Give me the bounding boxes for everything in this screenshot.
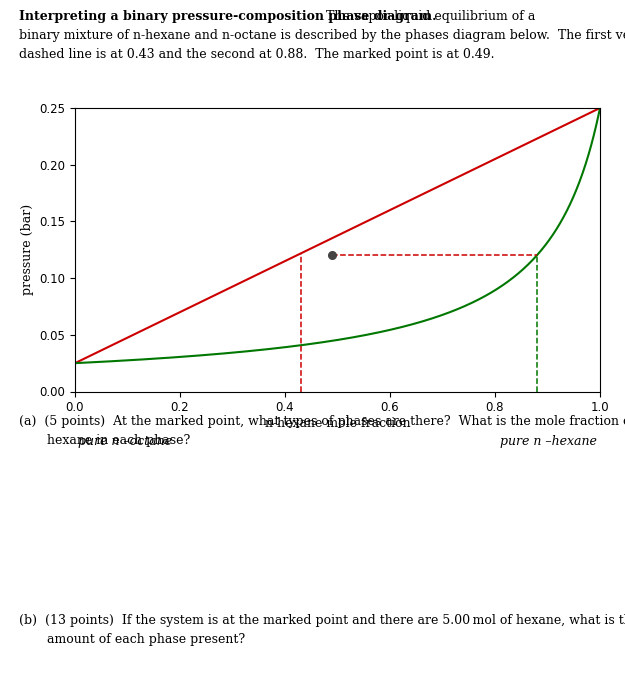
Text: dashed line is at 0.43 and the second at 0.88.  The marked point is at 0.49.: dashed line is at 0.43 and the second at…	[19, 48, 494, 61]
Text: binary mixture of n-hexane and n-octane is described by the phases diagram below: binary mixture of n-hexane and n-octane …	[19, 29, 625, 42]
Text: hexane in each phase?: hexane in each phase?	[47, 434, 190, 447]
Text: amount of each phase present?: amount of each phase present?	[47, 633, 245, 646]
Y-axis label: pressure (bar): pressure (bar)	[21, 204, 34, 296]
Text: (b)  (13 points)  If the system is at the marked point and there are 5.00 mol of: (b) (13 points) If the system is at the …	[19, 614, 625, 627]
X-axis label: n-hexane mole fraction: n-hexane mole fraction	[265, 417, 411, 430]
Text: Interpreting a binary pressure-composition phase diagram.: Interpreting a binary pressure-compositi…	[19, 10, 436, 23]
Text: pure n –hexane: pure n –hexane	[500, 435, 597, 448]
Text: (a)  (5 points)  At the marked point, what types of phases are there?  What is t: (a) (5 points) At the marked point, what…	[19, 415, 625, 428]
Text: pure n –octane: pure n –octane	[78, 435, 172, 448]
Text: The vapor-liquid equilibrium of a: The vapor-liquid equilibrium of a	[322, 10, 535, 23]
